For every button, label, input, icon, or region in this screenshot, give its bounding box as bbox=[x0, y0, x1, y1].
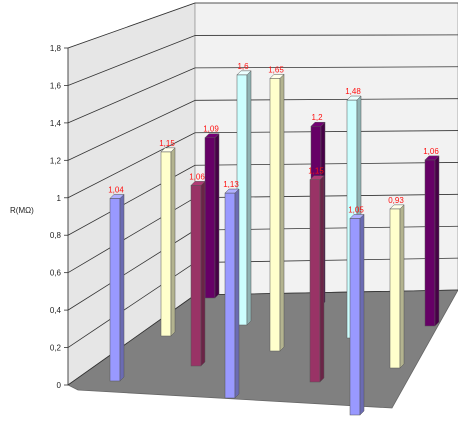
y-tick-label: 0,8 bbox=[50, 231, 62, 240]
y-tick-label: 1,4 bbox=[50, 119, 62, 128]
bar-data-label: 1,65 bbox=[268, 65, 284, 74]
bar bbox=[310, 176, 324, 382]
y-tick-label: 1,8 bbox=[50, 44, 62, 53]
bar-front-face bbox=[110, 198, 120, 381]
bar-side-face bbox=[320, 176, 324, 382]
bar bbox=[161, 148, 175, 336]
bar bbox=[205, 134, 219, 298]
bar bbox=[270, 74, 284, 351]
bar-front-face bbox=[425, 160, 435, 326]
bar-data-label: 1,06 bbox=[423, 147, 439, 156]
bar-data-label: 1,15 bbox=[159, 139, 175, 148]
y-axis-ticks: 0 0,2 0,4 0,6 0,8 1 1,2 1,4 1,6 1,8 bbox=[50, 44, 68, 390]
bar-front-face bbox=[390, 209, 400, 368]
bar bbox=[350, 214, 364, 415]
bar-front-face bbox=[161, 152, 171, 336]
y-tick-label: 1 bbox=[57, 194, 62, 203]
y-tick-label: 0 bbox=[57, 381, 62, 390]
bar-side-face bbox=[235, 189, 239, 398]
bar-data-label: 1,2 bbox=[311, 113, 323, 122]
bar bbox=[110, 194, 124, 381]
y-tick-label: 0,4 bbox=[50, 306, 62, 315]
bar-front-face bbox=[205, 138, 215, 298]
bar-side-face bbox=[400, 205, 404, 368]
bar-data-label: 1,09 bbox=[203, 125, 219, 134]
bar-data-label: 1,48 bbox=[345, 87, 361, 96]
bar-data-label: 0,93 bbox=[388, 196, 404, 205]
bar bbox=[390, 205, 404, 368]
bar-side-face bbox=[201, 181, 205, 366]
bar bbox=[225, 189, 239, 398]
bar-side-face bbox=[215, 134, 219, 298]
bar-data-label: 1,15 bbox=[308, 167, 324, 176]
bar-front-face bbox=[191, 185, 201, 366]
bar-data-label: 1,13 bbox=[223, 180, 239, 189]
bar-side-face bbox=[120, 194, 124, 381]
y-axis-title: R(MΩ) bbox=[10, 206, 34, 215]
y-tick-label: 1,2 bbox=[50, 156, 62, 165]
bar-side-face bbox=[247, 71, 251, 325]
bar-side-face bbox=[360, 214, 364, 415]
bar-front-face bbox=[310, 180, 320, 382]
bar-side-face bbox=[435, 156, 439, 326]
y-tick-label: 0,2 bbox=[50, 344, 62, 353]
y-tick-label: 0,6 bbox=[50, 269, 62, 278]
bar-front-face bbox=[225, 193, 235, 398]
bar bbox=[425, 156, 439, 326]
bar-side-face bbox=[280, 74, 284, 351]
bar-data-label: 1,6 bbox=[237, 62, 249, 71]
bar-front-face bbox=[270, 78, 280, 351]
gridline-back bbox=[195, 35, 458, 36]
bar-side-face bbox=[171, 148, 175, 336]
bar-data-label: 1,04 bbox=[108, 185, 124, 194]
bar-front-face bbox=[350, 218, 360, 415]
bar-data-label: 1,06 bbox=[189, 172, 205, 181]
y-tick-label: 1,6 bbox=[50, 81, 62, 90]
bar-data-label: 1,05 bbox=[348, 205, 364, 214]
bar bbox=[191, 181, 205, 366]
